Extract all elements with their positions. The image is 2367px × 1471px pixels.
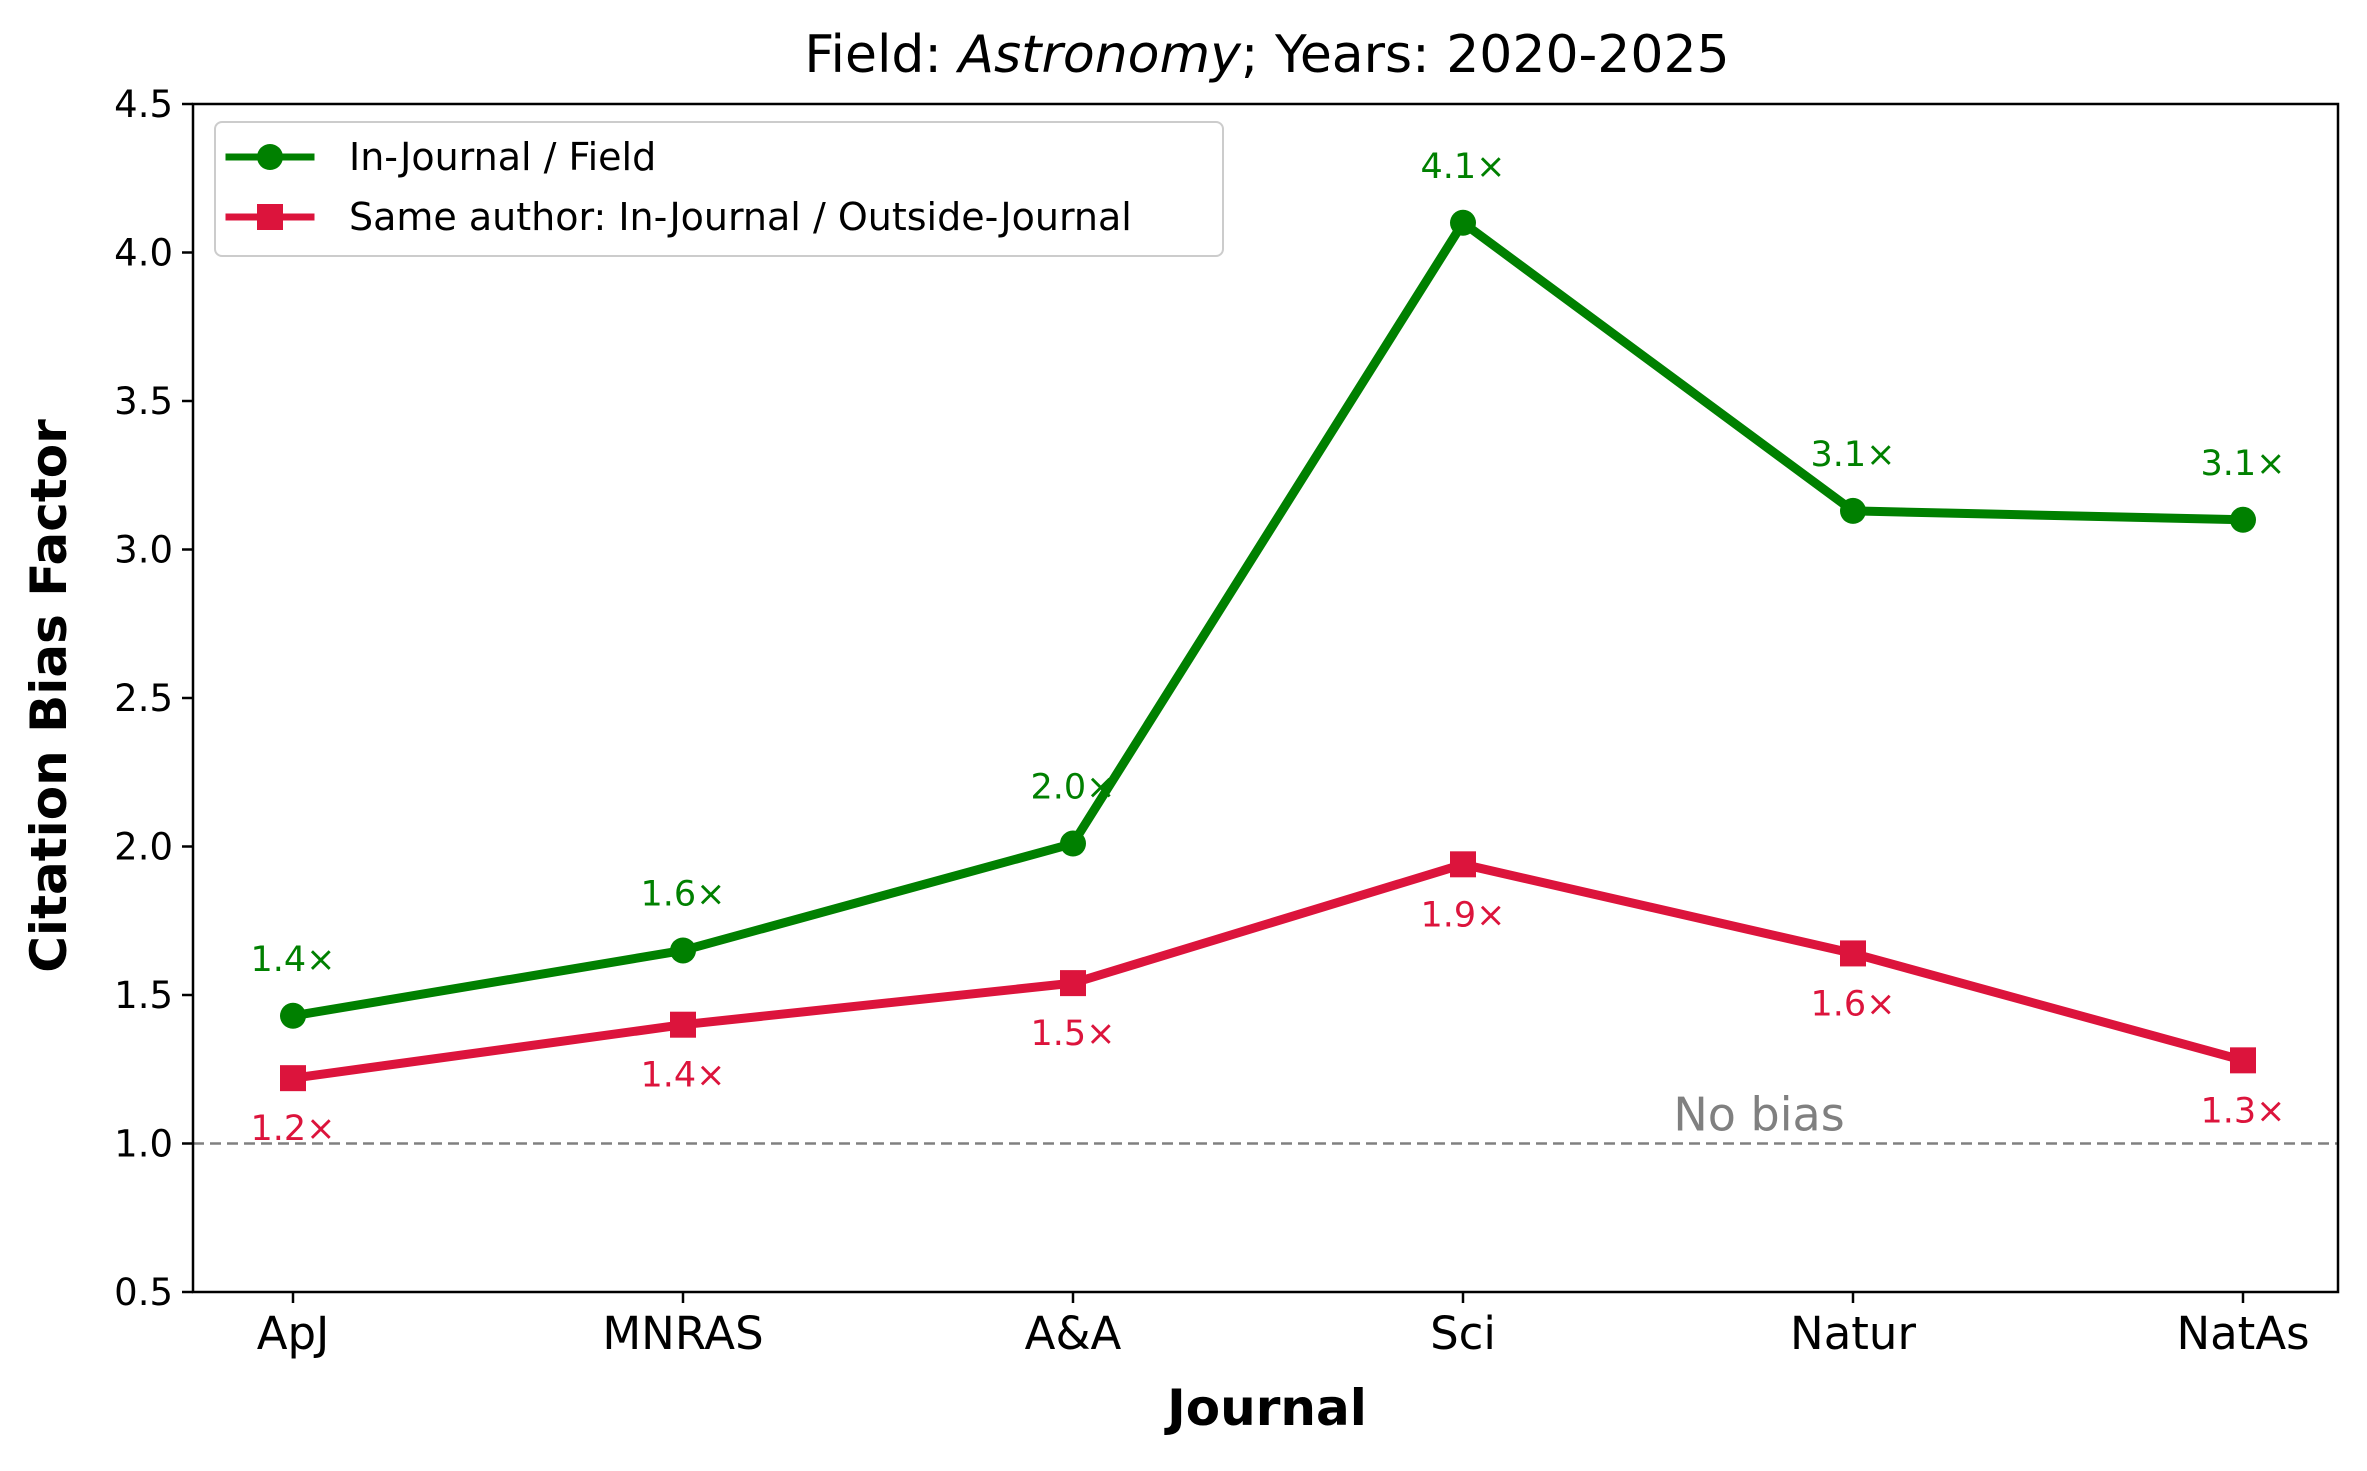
legend-circle-marker-icon (257, 144, 283, 170)
legend-box (214, 121, 1224, 257)
legend-label-0: In-Journal / Field (349, 135, 656, 179)
series-line-1 (288, 859, 2248, 1083)
data-point-circle (1450, 209, 1476, 236)
y-tick-label: 3.5 (114, 380, 173, 423)
data-label: 1.3× (2201, 1091, 2286, 1131)
legend-label-1: Same author: In-Journal / Outside-Journa… (349, 195, 1132, 239)
chart-title-prefix: Field: (804, 25, 958, 85)
data-point-circle (280, 1002, 306, 1029)
y-tick-label: 4.0 (114, 232, 173, 275)
x-tick-label: ApJ (257, 1307, 330, 1360)
data-point-circle (1060, 830, 1086, 857)
x-tick-label: NatAs (2176, 1307, 2309, 1360)
legend-square-marker-icon (257, 204, 283, 230)
data-label: 1.5× (1031, 1014, 1116, 1054)
data-point-square (1840, 940, 1866, 967)
plot-area-frame (191, 102, 2340, 1294)
y-tick-label: 2.5 (114, 677, 173, 720)
y-axis-ticks: 0.5 1.0 1.5 2.0 2.5 3.0 3.5 4.0 4.5 (114, 83, 193, 1314)
data-label: 1.6× (641, 874, 726, 914)
x-axis-label: Journal (1164, 1379, 1367, 1437)
data-point-square (280, 1065, 306, 1092)
data-point-circle (1840, 497, 1866, 524)
y-tick-label: 0.5 (114, 1271, 173, 1314)
y-tick-label: 3.0 (114, 529, 173, 572)
y-tick-label: 2.0 (114, 826, 173, 869)
x-tick-label: MNRAS (602, 1307, 763, 1360)
data-label: 1.2× (251, 1109, 336, 1149)
data-label: 3.1× (2201, 444, 2286, 484)
x-tick-label: A&A (1025, 1307, 1122, 1360)
x-tick-label: Sci (1430, 1307, 1496, 1360)
data-label: 4.1× (1421, 147, 1506, 187)
data-point-square (1450, 851, 1476, 878)
data-point-square (1060, 970, 1086, 997)
legend-entry-1: Same author: In-Journal / Outside-Journa… (225, 195, 1132, 239)
data-point-circle (2230, 506, 2256, 533)
series-line-0 (288, 218, 2248, 1021)
reference-line-group: No bias (193, 1088, 2338, 1145)
chart-title: Field: Astronomy; Years: 2020-2025 (804, 25, 1729, 85)
series-group (280, 209, 2256, 1092)
y-tick-label: 1.5 (114, 974, 173, 1017)
legend: In-Journal / Field Same author: In-Journ… (214, 121, 1224, 257)
data-label: 1.4× (251, 940, 336, 980)
data-label: 1.9× (1421, 895, 1506, 935)
x-axis-ticks: ApJ MNRAS A&A Sci Natur NatAs (257, 1292, 2310, 1360)
data-label: 1.6× (1811, 984, 1896, 1024)
chart-title-suffix: ; Years: 2020-2025 (1241, 25, 1730, 85)
data-label: 2.0× (1031, 768, 1116, 808)
y-tick-label: 1.0 (114, 1123, 173, 1166)
data-point-square (670, 1011, 696, 1038)
data-labels-group: 1.4× 1.6× 2.0× 4.1× 3.1× 3.1× 1.2× 1.4× 1.5× 1.9×… (251, 147, 2286, 1149)
y-axis-label: Citation Bias Factor (20, 419, 78, 973)
data-point-circle (670, 937, 696, 964)
data-point-square (2230, 1047, 2256, 1074)
x-tick-label: Natur (1790, 1307, 1916, 1360)
y-tick-label: 4.5 (114, 83, 173, 126)
data-label: 3.1× (1811, 435, 1896, 475)
no-bias-label: No bias (1673, 1088, 1844, 1142)
data-label: 1.4× (641, 1056, 726, 1096)
legend-entry-0: In-Journal / Field (225, 135, 656, 179)
chart-title-field: Astronomy (955, 25, 1242, 85)
